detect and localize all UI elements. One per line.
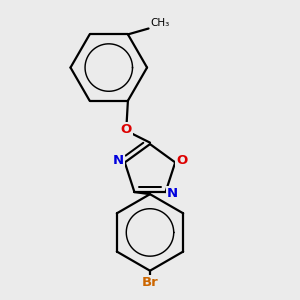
Text: O: O: [121, 123, 132, 136]
Text: O: O: [176, 154, 187, 167]
Text: N: N: [113, 154, 124, 167]
Text: CH₃: CH₃: [150, 18, 169, 28]
Text: Br: Br: [142, 276, 158, 289]
Text: N: N: [167, 187, 178, 200]
